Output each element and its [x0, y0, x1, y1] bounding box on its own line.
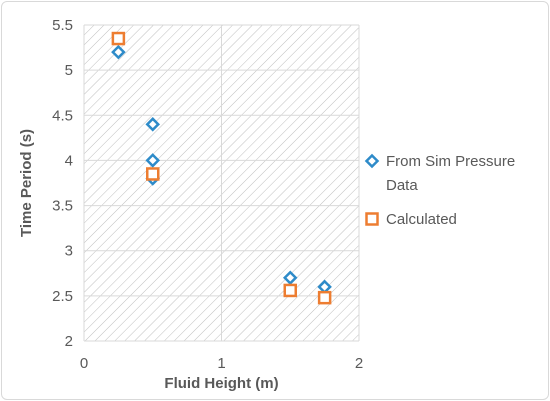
x-axis-title: Fluid Height (m) [164, 375, 278, 392]
y-tick-label: 4 [65, 152, 73, 169]
data-point-sim [111, 44, 126, 60]
data-point-calculated [317, 290, 332, 305]
data-point-sim [145, 153, 161, 168]
y-tick-label: 3.5 [52, 198, 73, 215]
y-tick-label: 3 [65, 243, 73, 260]
y-tick-label: 4.5 [52, 107, 73, 124]
legend-label: Calculated [386, 211, 457, 228]
x-tick-label: 0 [80, 355, 88, 372]
x-tick-label: 2 [355, 355, 363, 372]
data-point-calculated [111, 31, 126, 46]
y-tick-label: 2.5 [52, 288, 73, 305]
legend: From Sim Pressure Data Calculated [364, 153, 515, 228]
x-tick-label: 1 [217, 355, 225, 372]
legend-label: From Sim Pressure Data [386, 153, 515, 194]
data-point-calculated [283, 283, 297, 298]
y-axis-title: Time Period (s) [18, 129, 35, 237]
data-point-calculated [146, 167, 160, 181]
data-point-sim [145, 117, 161, 132]
legend-diamond-marker [364, 153, 380, 169]
data-point-sim [282, 270, 298, 286]
y-tick-label: 2 [65, 333, 73, 350]
y-tick-label: 5 [65, 62, 73, 79]
y-tick-label: 5.5 [52, 17, 73, 34]
legend-square-marker [365, 212, 379, 226]
